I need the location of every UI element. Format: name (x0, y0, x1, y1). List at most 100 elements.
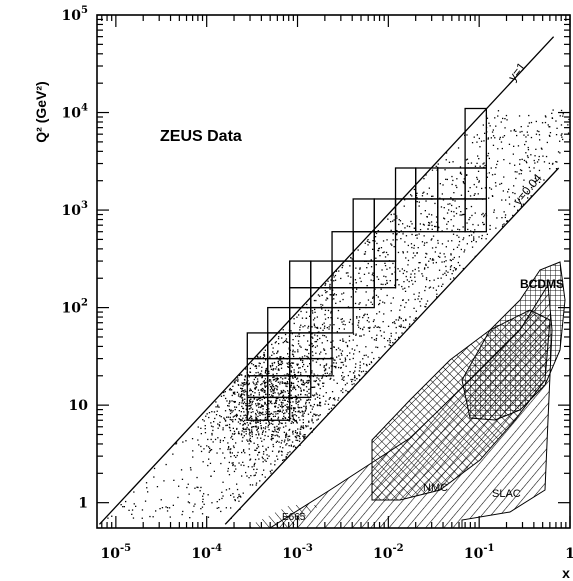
data-point (324, 289, 326, 292)
data-point (469, 187, 471, 189)
data-point (287, 366, 289, 368)
data-point (269, 401, 272, 404)
data-point (303, 335, 305, 337)
data-point (321, 323, 324, 326)
data-point (377, 249, 379, 252)
data-point (241, 475, 243, 477)
data-point (238, 418, 240, 420)
data-point (445, 152, 448, 154)
data-point (265, 368, 267, 370)
data-point (279, 427, 281, 429)
data-point (232, 385, 234, 387)
data-point (373, 339, 376, 341)
data-point (279, 356, 281, 358)
data-point (246, 415, 248, 417)
data-point (549, 132, 552, 134)
data-point (413, 293, 415, 295)
data-point (249, 390, 251, 392)
data-point (132, 517, 135, 519)
data-point (490, 167, 492, 169)
data-point (288, 429, 290, 431)
data-point (343, 379, 345, 381)
data-point (270, 400, 272, 402)
data-point (397, 251, 400, 254)
data-point (249, 458, 252, 460)
data-point (496, 163, 498, 166)
data-point (502, 190, 504, 192)
data-point (277, 418, 279, 420)
data-point (181, 513, 183, 516)
data-point (430, 239, 432, 241)
data-point (240, 420, 242, 422)
data-point (233, 415, 236, 417)
data-point (263, 438, 265, 441)
data-point (336, 356, 338, 358)
data-point (264, 413, 266, 416)
data-point (408, 280, 410, 283)
data-point (216, 452, 218, 454)
data-point (293, 371, 295, 373)
data-point (524, 143, 526, 146)
data-point (379, 326, 381, 329)
data-point (393, 213, 395, 215)
data-point (501, 225, 504, 228)
data-point (289, 451, 291, 453)
data-point (299, 411, 301, 414)
data-point (280, 359, 282, 361)
data-point (347, 391, 349, 393)
data-point (402, 326, 405, 328)
data-point (316, 345, 318, 347)
data-point (335, 365, 337, 368)
data-point (311, 418, 313, 420)
data-point (319, 401, 321, 404)
data-point (277, 431, 279, 433)
data-point (172, 453, 174, 455)
data-point (443, 218, 446, 220)
data-point (358, 375, 361, 377)
data-point (319, 353, 321, 355)
data-point (462, 181, 464, 183)
data-point (445, 274, 447, 276)
data-point (284, 333, 287, 336)
data-point (552, 162, 554, 165)
data-point (238, 493, 240, 496)
data-point (287, 353, 289, 355)
data-point (189, 517, 191, 519)
data-point (460, 194, 463, 196)
data-point (252, 391, 254, 393)
data-point (495, 227, 497, 229)
data-point (261, 456, 263, 458)
data-point (320, 351, 322, 353)
data-point (318, 404, 320, 407)
data-point (250, 398, 252, 400)
data-point (254, 462, 256, 465)
data-point (131, 513, 133, 515)
data-point (261, 440, 263, 442)
data-point (255, 425, 257, 427)
data-point (133, 503, 135, 505)
data-point (560, 109, 563, 112)
data-point (350, 276, 352, 278)
data-point (297, 340, 300, 342)
data-point (318, 331, 320, 333)
data-point (234, 380, 236, 382)
data-point (468, 218, 470, 221)
data-point (272, 376, 274, 379)
data-point (425, 303, 427, 305)
data-point (259, 397, 262, 399)
data-point (234, 391, 236, 393)
data-point (206, 413, 208, 415)
data-point (501, 199, 503, 201)
data-point (358, 316, 361, 318)
data-point (284, 404, 286, 406)
data-point (242, 407, 245, 410)
data-point (191, 438, 194, 440)
data-point (237, 421, 240, 423)
data-point (326, 327, 328, 329)
data-point (527, 134, 529, 136)
data-point (230, 419, 233, 421)
data-point (320, 303, 322, 306)
data-point (416, 197, 418, 199)
data-point (425, 286, 427, 288)
data-point (215, 414, 218, 416)
